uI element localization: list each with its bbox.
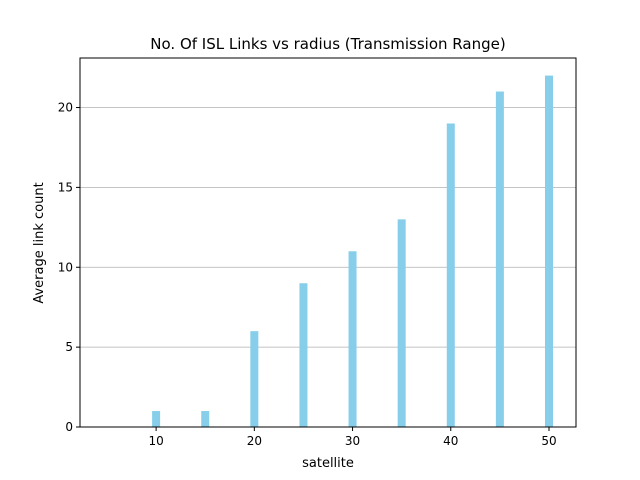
bar [299,283,308,427]
y-tick-label: 20 [58,101,73,115]
bar [544,75,553,428]
bar [152,411,161,427]
x-tick-label: 20 [247,434,262,448]
bar [250,331,259,427]
y-tick-label: 5 [65,340,73,354]
x-axis-label: satellite [302,456,354,471]
y-tick-label: 15 [58,180,73,194]
plot-frame [79,57,577,428]
y-tick-label: 10 [58,260,73,274]
bar [495,91,504,427]
bar [446,123,455,428]
bar [348,251,357,427]
axes-frame [79,57,577,428]
bar [201,411,210,427]
x-tick-label: 10 [148,434,163,448]
chart-title: No. Of ISL Links vs radius (Transmission… [150,35,505,53]
y-tick-label: 0 [65,420,73,434]
y-ticks: 0 5 10 15 20 [58,101,80,434]
x-ticks: 10 20 30 40 50 [148,427,557,448]
x-tick-label: 40 [443,434,458,448]
bar [397,219,406,427]
x-tick-label: 50 [541,434,556,448]
x-tick-label: 30 [345,434,360,448]
y-axis-label: Average link count [32,182,47,303]
bars-group [152,75,553,428]
